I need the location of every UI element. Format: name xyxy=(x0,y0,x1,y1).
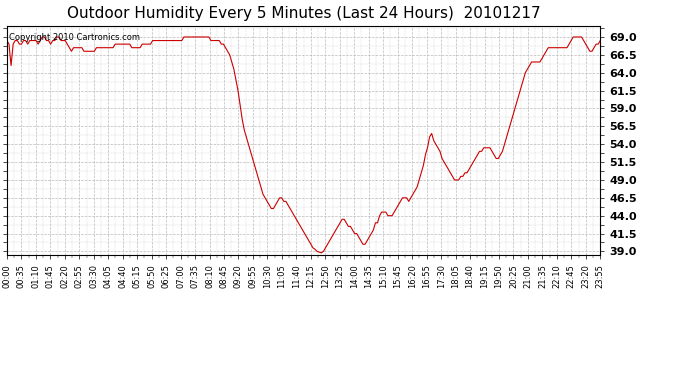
Text: Outdoor Humidity Every 5 Minutes (Last 24 Hours)  20101217: Outdoor Humidity Every 5 Minutes (Last 2… xyxy=(67,6,540,21)
Text: Copyright 2010 Cartronics.com: Copyright 2010 Cartronics.com xyxy=(9,33,139,42)
